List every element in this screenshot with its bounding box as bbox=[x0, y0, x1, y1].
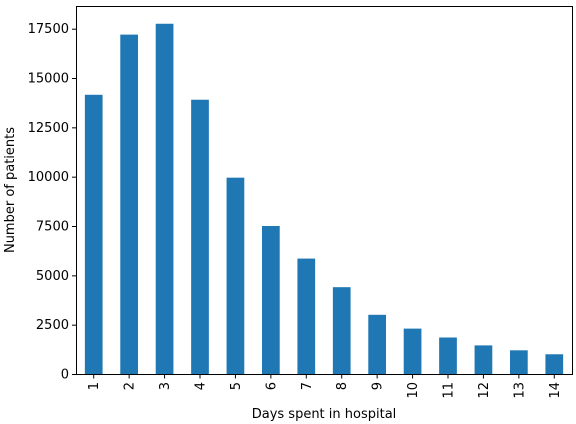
y-tick-label: 0 bbox=[61, 368, 69, 383]
bar-12 bbox=[474, 345, 493, 374]
bar-7 bbox=[297, 258, 316, 374]
bars-group bbox=[84, 23, 564, 375]
y-tick-label: 15000 bbox=[28, 72, 69, 87]
y-tick-label: 10000 bbox=[28, 170, 69, 185]
x-tick-label: 8 bbox=[335, 382, 350, 390]
bar-1 bbox=[84, 94, 103, 374]
y-tick-label: 5000 bbox=[36, 269, 69, 284]
bar-13 bbox=[510, 350, 528, 374]
x-tick-label: 11 bbox=[442, 382, 457, 399]
x-tick-label: 13 bbox=[512, 382, 527, 399]
bar-11 bbox=[439, 337, 457, 374]
x-axis: 1 2 3 4 5 6 7 8 9 10 11 12 13 14 bbox=[87, 374, 563, 399]
x-tick-label: 9 bbox=[371, 382, 386, 390]
x-tick-label: 3 bbox=[158, 382, 173, 390]
plot-frame bbox=[76, 6, 573, 375]
bar-3 bbox=[155, 23, 174, 374]
x-tick-label: 10 bbox=[406, 382, 421, 399]
x-tick-label: 2 bbox=[123, 382, 138, 390]
y-axis-label: Number of patients bbox=[3, 127, 18, 253]
x-tick-label: 4 bbox=[194, 382, 209, 390]
x-tick-label: 12 bbox=[477, 382, 492, 399]
x-tick-label: 5 bbox=[229, 382, 244, 390]
bar-6 bbox=[262, 226, 280, 374]
y-axis: 0 2500 5000 7500 10000 12500 15000 17500 bbox=[28, 22, 77, 383]
y-tick-label: 12500 bbox=[28, 121, 69, 136]
y-tick-label: 17500 bbox=[28, 22, 69, 37]
x-tick-label: 14 bbox=[548, 382, 563, 399]
bar-9 bbox=[368, 314, 386, 374]
bar-14 bbox=[545, 354, 564, 374]
y-tick-label: 7500 bbox=[36, 220, 69, 235]
x-axis-label: Days spent in hospital bbox=[252, 407, 397, 422]
bar-4 bbox=[191, 99, 209, 375]
bar-8 bbox=[332, 287, 351, 374]
x-tick-label: 7 bbox=[300, 382, 315, 390]
bar-2 bbox=[120, 34, 138, 374]
y-tick-label: 2500 bbox=[36, 318, 69, 333]
bar-10 bbox=[403, 328, 422, 374]
x-tick-label: 1 bbox=[87, 382, 102, 390]
bar-5 bbox=[226, 177, 245, 374]
x-tick-label: 6 bbox=[264, 382, 279, 390]
